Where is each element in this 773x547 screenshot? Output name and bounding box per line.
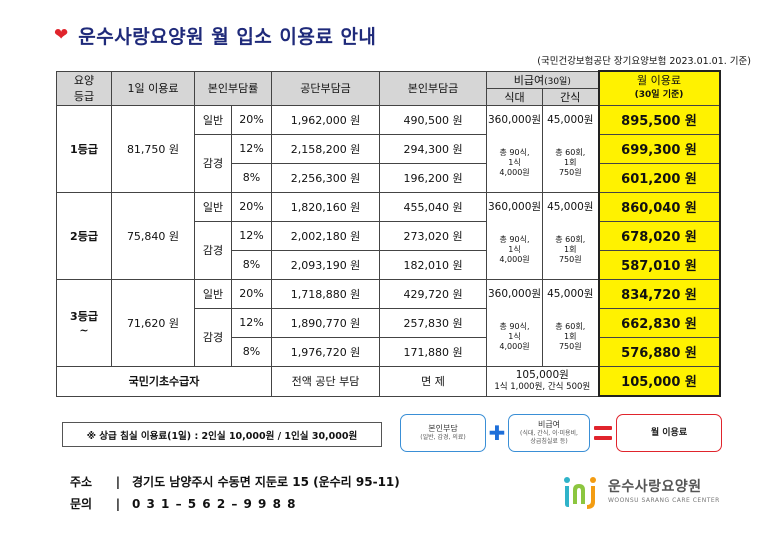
grade-label: 3등급 ~	[56, 278, 112, 367]
header-snack: 간식	[542, 87, 600, 106]
copay-rate: 12%	[230, 307, 273, 338]
copay-type: 감경	[194, 220, 232, 280]
self-burden: 171,880 원	[379, 336, 488, 367]
page-title: ❤ 운수사랑요양원 월 입소 이용료 안내	[54, 22, 376, 49]
copay-type: 일반	[194, 278, 232, 309]
copay-rate: 8%	[230, 162, 273, 193]
meal-total: 360,000원	[486, 191, 544, 221]
copay-type: 일반	[194, 104, 232, 135]
copay-rate: 20%	[230, 278, 273, 309]
monthly-fee: 662,830 원	[597, 307, 721, 338]
room-fee-footnote: ※ 상급 침실 이용료(1일) : 2인실 10,000원 / 1인실 30,0…	[62, 422, 382, 447]
basic-nonpay: 105,000원 1식 1,000원, 간식 500원	[486, 365, 600, 397]
snack-note: 총 60회, 1회 750원	[542, 308, 600, 367]
self-burden: 182,010 원	[379, 249, 488, 280]
grade-label: 1등급	[56, 104, 112, 193]
basic-recipient-label: 국민기초수급자	[55, 365, 273, 397]
phone-row: 문의 | 0 3 1 – 5 6 2 – 9 9 8 8	[70, 493, 400, 515]
heart-icon: ❤	[54, 25, 69, 45]
monthly-fee: 895,500 원	[597, 104, 721, 135]
self-burden: 455,040 원	[379, 191, 488, 222]
monthly-fee: 699,300 원	[597, 133, 721, 164]
copay-rate: 12%	[230, 133, 273, 164]
copay-type: 감경	[194, 133, 232, 193]
basis-note: (국민건강보험공단 장기요양보험 2023.01.01. 기준)	[537, 56, 751, 67]
address-text: 경기도 남양주시 수동면 지둔로 15 (운수리 95-11)	[132, 475, 400, 489]
meal-total: 360,000원	[486, 278, 544, 308]
public-burden: 1,962,000 원	[271, 104, 381, 135]
self-burden: 196,200 원	[379, 162, 488, 193]
public-burden: 1,820,160 원	[271, 191, 381, 222]
copay-rate: 8%	[230, 336, 273, 367]
basic-self-burden: 면 제	[379, 365, 488, 397]
center-logo: 운수사랑요양원 WOONSU SARANG CARE CENTER	[560, 470, 720, 510]
meal-total: 360,000원	[486, 104, 544, 134]
grade-label: 2등급	[56, 191, 112, 280]
header-daily-fee: 1일 이용료	[111, 70, 195, 106]
monthly-fee: 576,880 원	[597, 336, 721, 367]
copay-rate: 20%	[230, 104, 273, 135]
page-title-text: 운수사랑요양원 월 입소 이용료 안내	[78, 26, 377, 48]
header-meal: 식대	[486, 87, 544, 106]
address-row: 주소 | 경기도 남양주시 수동면 지둔로 15 (운수리 95-11)	[70, 471, 400, 493]
snack-total: 45,000원	[542, 191, 600, 221]
public-burden: 1,890,770 원	[271, 307, 381, 338]
meal-note: 총 90식, 1식 4,000원	[486, 134, 544, 193]
copay-rate: 12%	[230, 220, 273, 251]
snack-total: 45,000원	[542, 278, 600, 308]
public-burden: 2,002,180 원	[271, 220, 381, 251]
basic-monthly-fee: 105,000 원	[597, 365, 721, 397]
fee-table: 요양 등급 1일 이용료 본인부담률 공단부담금 본인부담금 비급여(30일) 월…	[55, 70, 721, 397]
basic-public-burden: 전액 공단 부담	[271, 365, 381, 397]
phone-text: 0 3 1 – 5 6 2 – 9 9 8 8	[132, 497, 297, 511]
fee-formula: 본인부담 (일반, 감경, 의료) ✚ 비급여 (식대, 간식, 이·미용비, …	[400, 413, 722, 453]
public-burden: 1,976,720 원	[271, 336, 381, 367]
meal-note: 총 90식, 1식 4,000원	[486, 221, 544, 280]
public-burden: 2,158,200 원	[271, 133, 381, 164]
monthly-fee: 587,010 원	[597, 249, 721, 280]
copay-type: 일반	[194, 191, 232, 222]
formula-self-burden-box: 본인부담 (일반, 감경, 의료)	[400, 414, 486, 452]
header-public-burden: 공단부담금	[271, 70, 381, 106]
logo-name: 운수사랑요양원	[608, 479, 702, 495]
daily-fee: 75,840 원	[111, 191, 195, 280]
header-nonpay: 비급여(30일)	[486, 70, 600, 89]
meal-note: 총 90식, 1식 4,000원	[486, 308, 544, 367]
public-burden: 2,256,300 원	[271, 162, 381, 193]
header-monthly: 월 이용료 (30일 기준)	[597, 70, 721, 106]
equals-icon	[594, 426, 612, 440]
self-burden: 490,500 원	[379, 104, 488, 135]
snack-note: 총 60회, 1회 750원	[542, 134, 600, 193]
header-grade: 요양 등급	[56, 70, 112, 106]
self-burden: 294,300 원	[379, 133, 488, 164]
monthly-fee: 678,020 원	[597, 220, 721, 251]
logo-english-name: WOONSU SARANG CARE CENTER	[608, 497, 720, 504]
plus-icon: ✚	[488, 421, 506, 445]
header-self-burden: 본인부담금	[379, 70, 488, 106]
header-copay-rate: 본인부담률	[193, 70, 273, 106]
formula-nonpay-box: 비급여 (식대, 간식, 이·미용비, 상급침실료 등)	[508, 414, 590, 452]
copay-type: 감경	[194, 307, 232, 367]
public-burden: 2,093,190 원	[271, 249, 381, 280]
self-burden: 257,830 원	[379, 307, 488, 338]
monthly-fee: 860,040 원	[597, 191, 721, 222]
formula-monthly-box: 월 이용료	[616, 414, 722, 452]
daily-fee: 81,750 원	[111, 104, 195, 193]
snack-note: 총 60회, 1회 750원	[542, 221, 600, 280]
contact-info: 주소 | 경기도 남양주시 수동면 지둔로 15 (운수리 95-11) 문의 …	[70, 471, 400, 515]
logo-mark-icon	[564, 477, 596, 509]
snack-total: 45,000원	[542, 104, 600, 134]
daily-fee: 71,620 원	[111, 278, 195, 367]
public-burden: 1,718,880 원	[271, 278, 381, 309]
self-burden: 429,720 원	[379, 278, 488, 309]
monthly-fee: 601,200 원	[597, 162, 721, 193]
monthly-fee: 834,720 원	[597, 278, 721, 309]
copay-rate: 20%	[230, 191, 273, 222]
self-burden: 273,020 원	[379, 220, 488, 251]
copay-rate: 8%	[230, 249, 273, 280]
